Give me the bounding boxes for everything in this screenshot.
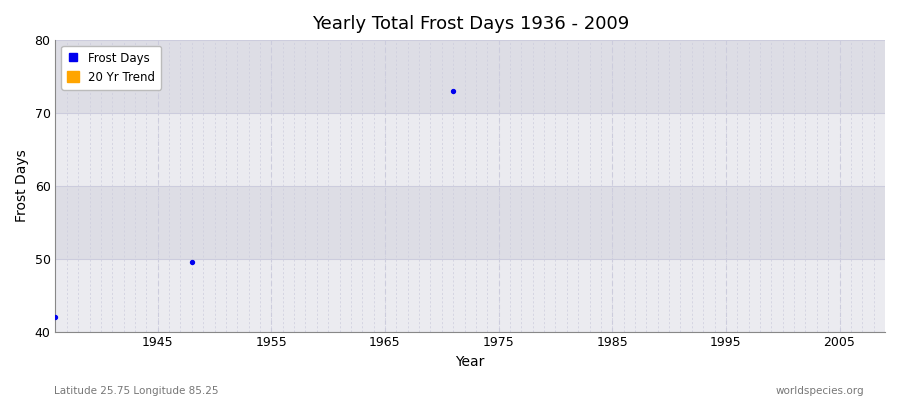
- Bar: [56, 113, 885, 186]
- Text: Latitude 25.75 Longitude 85.25: Latitude 25.75 Longitude 85.25: [54, 386, 219, 396]
- Legend: Frost Days, 20 Yr Trend: Frost Days, 20 Yr Trend: [61, 46, 161, 90]
- Point: [49, 314, 63, 320]
- Bar: [56, 259, 885, 332]
- Bar: [56, 40, 885, 113]
- Bar: [56, 186, 885, 259]
- Point: [446, 88, 461, 94]
- Text: worldspecies.org: worldspecies.org: [776, 386, 864, 396]
- X-axis label: Year: Year: [455, 355, 485, 369]
- Point: [184, 259, 199, 266]
- Title: Yearly Total Frost Days 1936 - 2009: Yearly Total Frost Days 1936 - 2009: [311, 15, 629, 33]
- Y-axis label: Frost Days: Frost Days: [15, 150, 29, 222]
